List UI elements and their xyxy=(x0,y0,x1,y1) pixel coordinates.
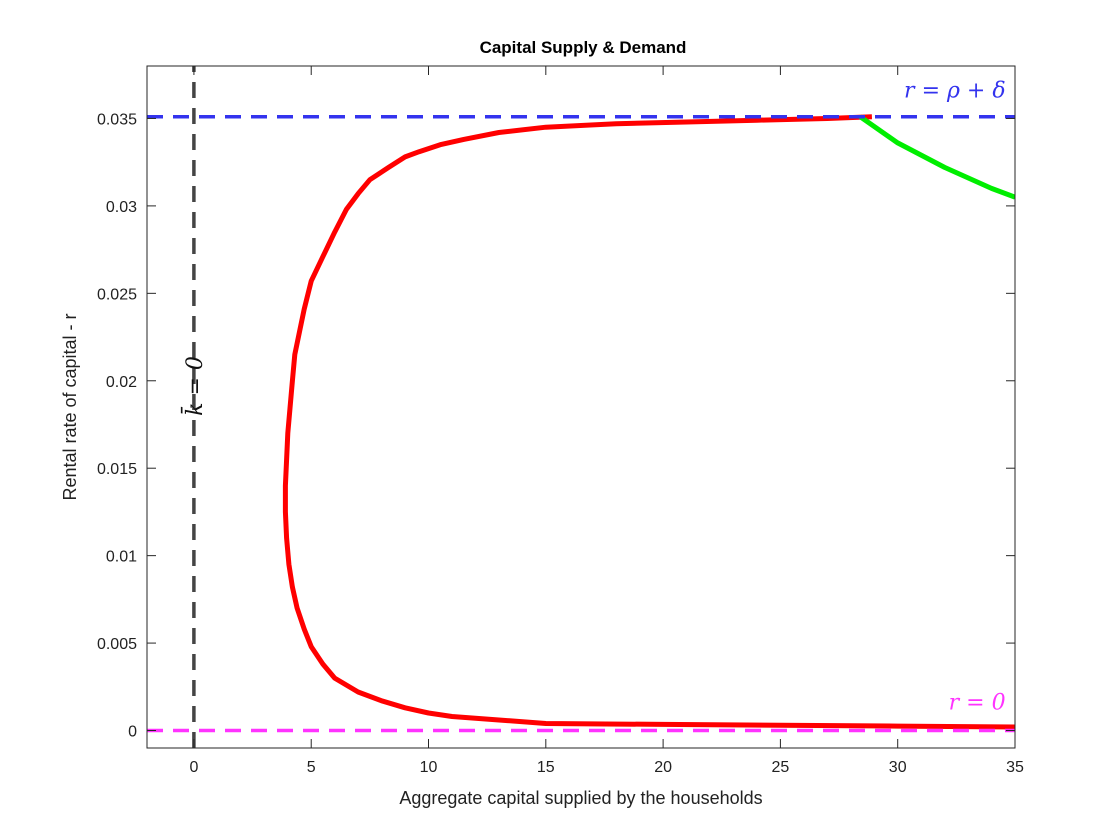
x-tick-label: 5 xyxy=(307,759,316,776)
x-tick-label: 0 xyxy=(189,759,198,776)
x-tick-label: 10 xyxy=(420,759,438,776)
y-tick-label: 0.02 xyxy=(106,374,137,391)
x-tick-label: 25 xyxy=(772,759,790,776)
x-tick-label: 20 xyxy=(654,759,672,776)
x-tick-label: 15 xyxy=(537,759,555,776)
demand-curve-line xyxy=(858,114,1015,200)
y-tick-label: 0.03 xyxy=(106,199,137,216)
y-tick-label: 0.035 xyxy=(97,111,137,128)
y-tick-label: 0.01 xyxy=(106,549,137,566)
plot-area xyxy=(147,66,1015,748)
y-tick-label: 0.005 xyxy=(97,636,137,653)
supply-curve-line xyxy=(282,114,1015,730)
plot-frame xyxy=(146,65,1016,749)
x-tick-label: 30 xyxy=(889,759,907,776)
chart-title: Capital Supply & Demand xyxy=(480,38,687,57)
y-tick-label: 0 xyxy=(128,724,137,741)
kbar-zero-annotation: k̄ = 0 xyxy=(180,356,208,416)
y-tick-label: 0.025 xyxy=(97,286,137,303)
y-axis-label: Rental rate of capital - r xyxy=(60,313,80,500)
axis-ticks: 0 5 10 15 20 25 30 35 0 0.005 0.01 0.015 0.02 0.025 0.… xyxy=(97,66,1024,776)
x-tick-label: 35 xyxy=(1006,759,1024,776)
y-tick-label: 0.015 xyxy=(97,461,137,478)
x-axis-label: Aggregate capital supplied by the househ… xyxy=(399,788,762,808)
rho-delta-annotation: r = ρ + δ xyxy=(904,79,1006,104)
zero-rate-annotation: r = 0 xyxy=(949,691,1006,716)
